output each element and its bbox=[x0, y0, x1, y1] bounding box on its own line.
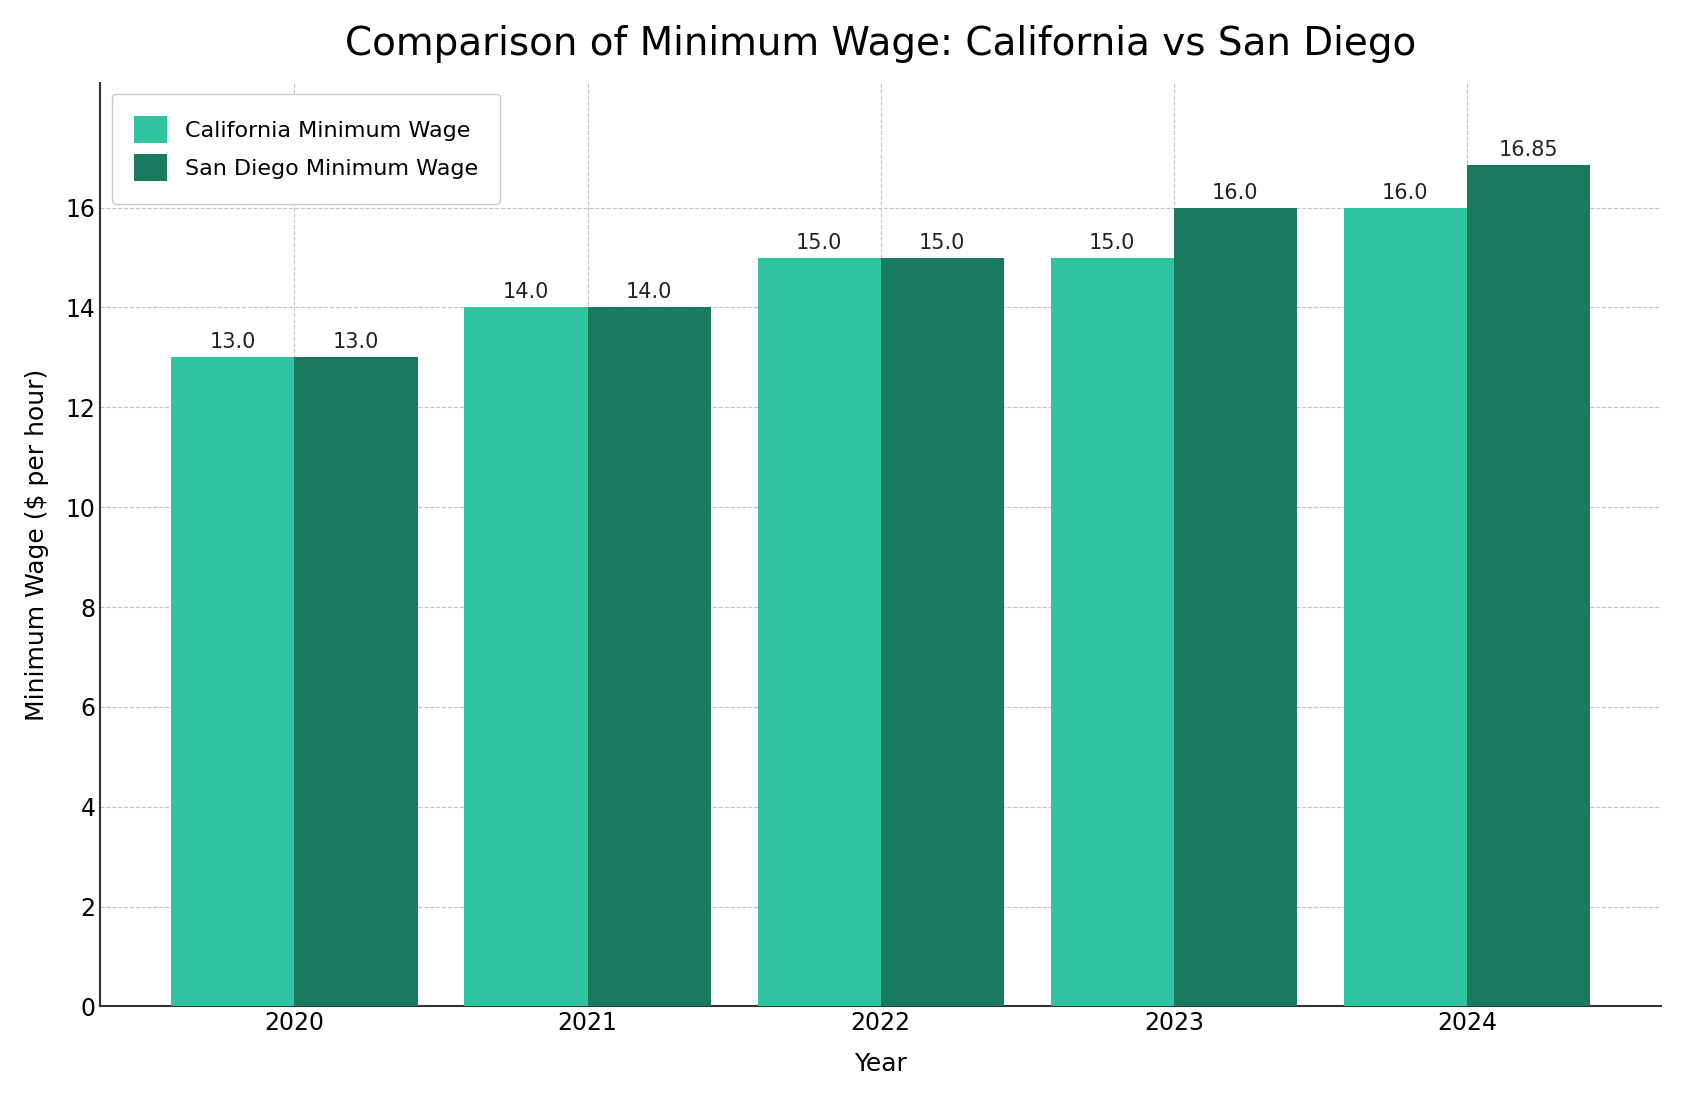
Bar bbox=[295, 358, 418, 1006]
Text: 13.0: 13.0 bbox=[332, 333, 379, 352]
Text: 13.0: 13.0 bbox=[209, 333, 256, 352]
Y-axis label: Minimum Wage ($ per hour): Minimum Wage ($ per hour) bbox=[25, 369, 49, 721]
Bar bbox=[588, 307, 711, 1006]
Bar bbox=[880, 258, 1003, 1006]
Text: 16.85: 16.85 bbox=[1499, 140, 1558, 160]
Bar bbox=[1173, 208, 1297, 1006]
X-axis label: Year: Year bbox=[855, 1051, 907, 1076]
Title: Comparison of Minimum Wage: California vs San Diego: Comparison of Minimum Wage: California v… bbox=[346, 25, 1416, 63]
Bar bbox=[1344, 208, 1467, 1006]
Text: 15.0: 15.0 bbox=[796, 232, 843, 252]
Bar bbox=[1467, 165, 1590, 1006]
Text: 14.0: 14.0 bbox=[502, 283, 550, 303]
Bar bbox=[172, 358, 295, 1006]
Bar bbox=[757, 258, 880, 1006]
Text: 14.0: 14.0 bbox=[626, 283, 673, 303]
Text: 16.0: 16.0 bbox=[1383, 183, 1428, 203]
Legend: California Minimum Wage, San Diego Minimum Wage: California Minimum Wage, San Diego Minim… bbox=[111, 94, 501, 204]
Bar bbox=[464, 307, 588, 1006]
Text: 15.0: 15.0 bbox=[1089, 232, 1135, 252]
Bar bbox=[1050, 258, 1173, 1006]
Text: 16.0: 16.0 bbox=[1212, 183, 1259, 203]
Text: 15.0: 15.0 bbox=[919, 232, 966, 252]
